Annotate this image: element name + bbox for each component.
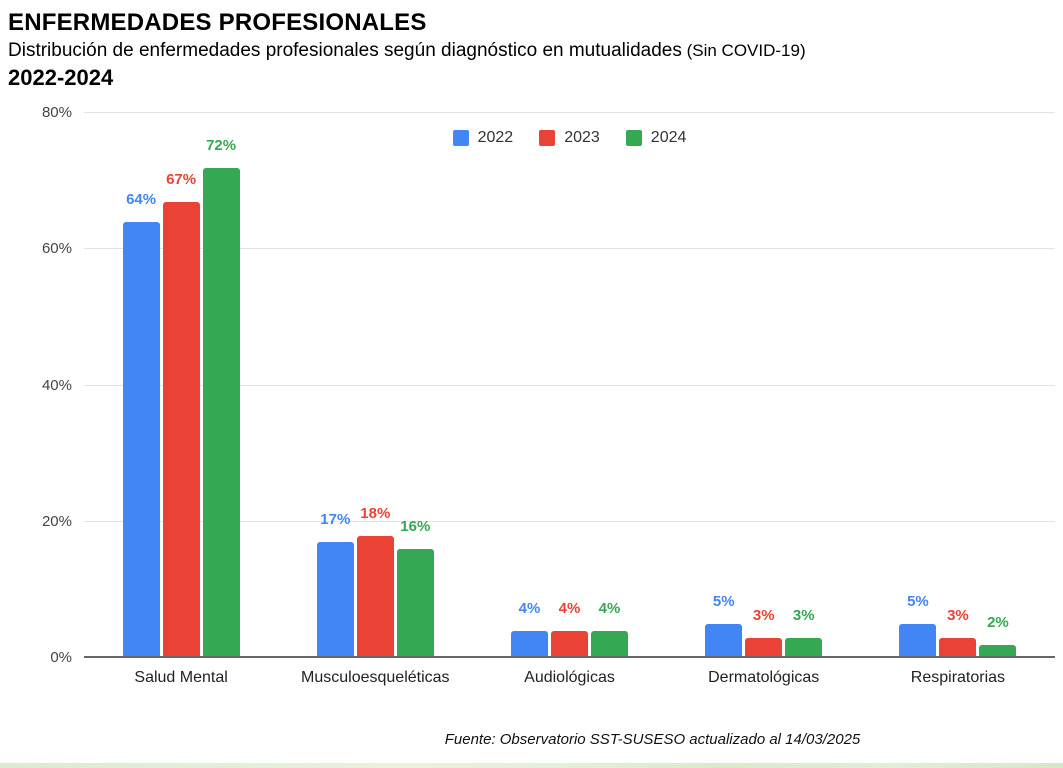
bar-column: 4%: [591, 599, 628, 659]
gridline-80%: [84, 112, 1055, 114]
bar-group: 5% 3% 3%: [667, 113, 861, 659]
chart-header: ENFERMEDADES PROFESIONALES Distribución …: [0, 0, 1063, 91]
bar-group: 64% 67% 72%: [84, 113, 278, 659]
bar-groups: 64% 67% 72% 17% 18% 16% 4% 4% 4% 5% 3% 3% 5% 3% 2%: [84, 113, 1055, 659]
y-tick-label: 80%: [41, 104, 72, 122]
bar-value-label: 3%: [792, 606, 815, 624]
bar-column: 2%: [979, 613, 1017, 659]
bar-column: 5%: [899, 593, 937, 659]
bar-2023: [939, 637, 977, 659]
bar-column: 5%: [705, 593, 743, 659]
legend-swatch-icon: [625, 130, 642, 147]
x-category-label: Salud Mental: [134, 669, 228, 687]
bar-column: 3%: [745, 606, 783, 659]
subtitle-main-text: Distribución de enfermedades profesional…: [8, 40, 682, 61]
bar-2024: [202, 167, 240, 659]
bar-value-label: 16%: [400, 518, 431, 536]
bar-2023: [551, 630, 588, 659]
bar-2024: [785, 637, 823, 659]
gridline-60%: [84, 248, 1055, 250]
bar-column: 17%: [316, 511, 354, 659]
legend-label: 2023: [564, 129, 600, 147]
bar-value-label: 72%: [206, 136, 237, 154]
bar-2022: [705, 624, 743, 659]
y-tick-label: 60%: [41, 240, 72, 258]
legend-item-2022: 2022: [452, 129, 514, 147]
bar-group: 5% 3% 2%: [861, 113, 1055, 659]
bottom-edge-strip: [0, 763, 1063, 768]
gridline-20%: [84, 520, 1055, 522]
legend-item-2024: 2024: [625, 129, 687, 147]
bar-group: 4% 4% 4%: [472, 113, 666, 659]
x-axis-baseline: [84, 656, 1055, 659]
y-tick-label: 40%: [41, 376, 72, 394]
bar-value-label: 3%: [752, 606, 775, 624]
x-category-label: Respiratorias: [910, 669, 1006, 687]
bar-chart: 64% 67% 72% 17% 18% 16% 4% 4% 4% 5% 3% 3% 5% 3% 2% 0% 2…: [0, 103, 1063, 695]
bar-value-label: 5%: [907, 593, 929, 611]
bar-2022: [899, 624, 937, 659]
x-category-label: Audiológicas: [524, 669, 615, 687]
bar-value-label: 4%: [518, 599, 541, 617]
legend-label: 2024: [650, 129, 687, 147]
bar-value-label: 17%: [320, 511, 351, 529]
bar-value-label: 3%: [947, 606, 969, 624]
x-category-label: Dermatológicas: [708, 669, 820, 687]
bar-2024: [396, 549, 434, 659]
bar-column: 4%: [511, 599, 548, 659]
bar-column: 18%: [356, 504, 394, 659]
y-tick-label: 0%: [50, 649, 72, 667]
plot-area: 64% 67% 72% 17% 18% 16% 4% 4% 4% 5% 3% 3% 5% 3% 2%: [84, 112, 1055, 659]
page-title: ENFERMEDADES PROFESIONALES: [8, 9, 427, 36]
bar-2023: [162, 201, 200, 659]
bar-value-label: 67%: [166, 170, 197, 188]
bar-column: 64%: [122, 191, 160, 659]
period-label: 2022-2024: [8, 64, 114, 90]
bar-2022: [316, 542, 354, 659]
bar-2023: [356, 535, 394, 659]
chart-footer: Fuente: Observatorio SST-SUSESO actualiz…: [0, 731, 1063, 749]
x-category-label: Musculoesqueléticas: [301, 669, 450, 687]
bar-2022: [122, 222, 160, 659]
x-axis: Salud Mental Musculoesqueléticas Audiológi…: [84, 669, 1055, 687]
bar-group: 17% 18% 16%: [278, 113, 472, 659]
chart-legend: 2022 2023 2024: [84, 129, 1055, 147]
bar-value-label: 64%: [126, 191, 157, 209]
bar-column: 16%: [396, 518, 434, 659]
legend-swatch-icon: [539, 130, 556, 147]
bar-column: 3%: [785, 606, 823, 659]
source-text: Fuente: Observatorio SST-SUSESO actualiz…: [444, 731, 861, 749]
gridline-40%: [84, 384, 1055, 386]
bar-value-label: 2%: [987, 613, 1009, 631]
legend-item-2023: 2023: [539, 129, 600, 147]
bar-value-label: 4%: [598, 599, 621, 617]
bar-2022: [511, 630, 548, 659]
subtitle-covid-note: (Sin COVID-19): [681, 41, 806, 60]
legend-label: 2022: [477, 129, 514, 147]
bar-column: 72%: [202, 136, 240, 659]
bar-value-label: 5%: [712, 593, 735, 611]
bar-column: 4%: [551, 599, 588, 659]
bar-column: 3%: [939, 606, 977, 659]
bar-value-label: 18%: [360, 504, 391, 522]
bar-2024: [979, 644, 1017, 659]
bar-2023: [745, 637, 783, 659]
legend-swatch-icon: [452, 130, 469, 147]
bar-column: 67%: [162, 170, 200, 659]
chart-subtitle: Distribución de enfermedades profesional…: [8, 38, 1053, 64]
bar-2024: [591, 630, 628, 659]
y-tick-label: 20%: [41, 512, 72, 530]
bar-value-label: 4%: [558, 599, 581, 617]
